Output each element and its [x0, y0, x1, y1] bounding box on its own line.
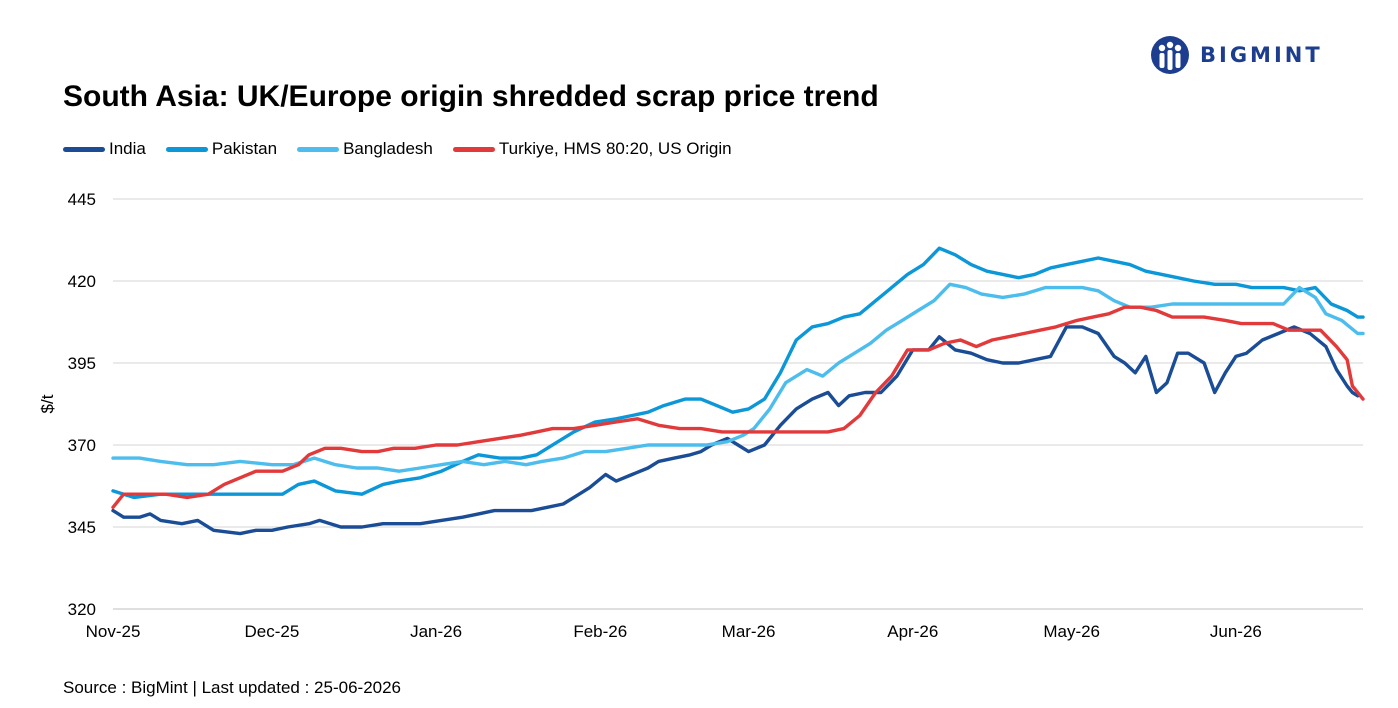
x-tick-label: Mar-26 — [722, 622, 776, 641]
y-tick-label: 395 — [68, 354, 96, 373]
y-axis-label: $/t — [38, 394, 57, 413]
x-tick-label: Jun-26 — [1210, 622, 1262, 641]
legend-item: Bangladesh — [297, 139, 433, 159]
chart-legend: India Pakistan Bangladesh Turkiye, HMS 80:2… — [63, 139, 752, 159]
y-tick-label: 320 — [68, 600, 96, 619]
chart-title: South Asia: UK/Europe origin shredded sc… — [63, 80, 879, 113]
x-tick-label: Apr-26 — [887, 622, 938, 641]
legend-label: India — [109, 139, 146, 158]
legend-item: Pakistan — [165, 139, 278, 159]
y-tick-label: 420 — [68, 272, 96, 291]
brand-name: BIGMINT — [1200, 43, 1323, 67]
legend-item: Turkiye, HMS 80:20, US Origin — [452, 139, 732, 159]
x-tick-label: Jan-26 — [410, 622, 462, 641]
bigmint-logo-icon — [1151, 36, 1189, 74]
legend-swatch — [452, 146, 495, 152]
legend-swatch — [63, 146, 105, 152]
legend-label: Pakistan — [211, 139, 278, 158]
series-line-0 — [111, 325, 1360, 536]
legend-item: India — [63, 139, 146, 159]
y-tick-label: 370 — [68, 436, 96, 455]
y-tick-label: 445 — [68, 190, 96, 209]
legend-swatch — [297, 146, 340, 152]
legend-label: Bangladesh — [343, 139, 433, 158]
legend-swatch — [165, 146, 208, 152]
x-tick-label: Feb-26 — [573, 622, 627, 641]
series-line-1 — [111, 246, 1365, 500]
series-line-2 — [111, 282, 1365, 473]
series-line-3 — [111, 305, 1365, 509]
x-tick-label: May-26 — [1043, 622, 1100, 641]
legend-label: Turkiye, HMS 80:20, US Origin — [498, 139, 732, 158]
x-tick-label: Dec-25 — [244, 622, 299, 641]
brand-logo: BIGMINT — [1150, 33, 1323, 77]
source-note: Source : BigMint | Last updated : 25-06-… — [63, 678, 402, 697]
x-tick-label: Nov-25 — [86, 622, 141, 641]
y-tick-label: 345 — [68, 518, 96, 537]
